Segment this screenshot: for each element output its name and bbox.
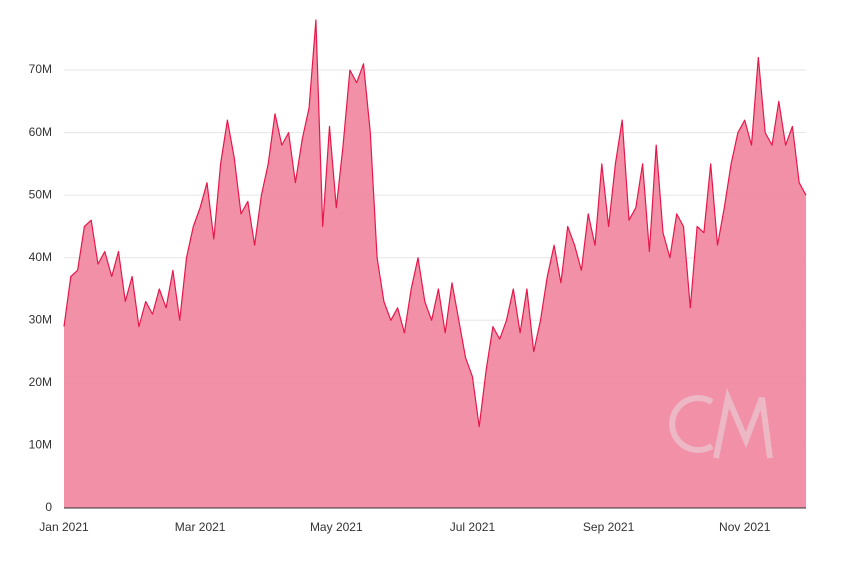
y-tick-label: 30M — [29, 312, 52, 326]
y-tick-label: 40M — [29, 250, 52, 264]
x-tick-label: Nov 2021 — [719, 520, 771, 534]
x-tick-label: Jan 2021 — [39, 520, 89, 534]
x-tick-label: Sep 2021 — [583, 520, 635, 534]
area — [64, 20, 806, 508]
y-tick-label: 10M — [29, 438, 52, 452]
y-tick-label: 60M — [29, 125, 52, 139]
line — [63, 19, 807, 428]
x-tick-label: Mar 2021 — [175, 520, 226, 534]
y-tick-label: 20M — [29, 375, 52, 389]
y-tick-label: 50M — [29, 187, 52, 201]
watermark-c — [669, 395, 714, 453]
y-tick-label: 70M — [29, 62, 52, 76]
watermark — [669, 387, 773, 459]
x-tick-label: May 2021 — [310, 520, 363, 534]
y-tick-label: 0 — [45, 500, 52, 514]
watermark-m — [713, 387, 773, 459]
x-tick-label: Jul 2021 — [450, 520, 496, 534]
